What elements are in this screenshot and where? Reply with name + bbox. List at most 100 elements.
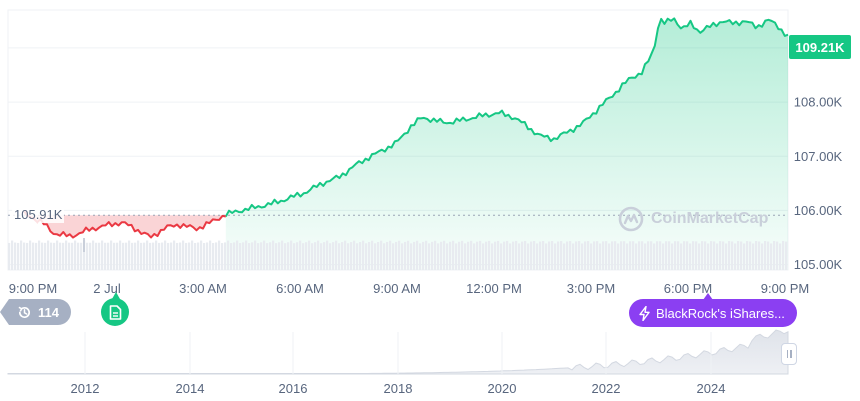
volume-bar [689, 243, 692, 270]
volume-bar [587, 241, 590, 270]
start-value-label: 105.91K [12, 206, 65, 224]
volume-bar [119, 240, 122, 270]
volume-bar [275, 243, 278, 270]
volume-bar [437, 243, 440, 270]
navigator-year-label: 2022 [592, 381, 621, 396]
volume-bar [620, 241, 623, 270]
volume-bar [176, 242, 179, 270]
volume-bar [311, 243, 314, 270]
history-icon [18, 306, 31, 318]
x-axis: 9:00 PM 2 Jul 3:00 AM 6:00 AM 9:00 AM 12:00 P… [9, 281, 809, 296]
history-button[interactable]: 114 [0, 299, 71, 325]
volume-bar [575, 241, 578, 270]
volume-bar [515, 240, 518, 270]
volume-bar [410, 243, 413, 270]
volume-bar [563, 243, 566, 270]
volume-bar [527, 243, 530, 270]
volume-bar [158, 242, 161, 270]
volume-bar [521, 241, 524, 270]
volume-bar [62, 242, 65, 270]
volume-bar [719, 241, 722, 270]
volume-bar [173, 240, 176, 270]
volume-bar [593, 241, 596, 270]
x-tick-label: 12:00 PM [466, 281, 522, 296]
volume-bar [728, 241, 731, 270]
watermark-text: CoinMarketCap [651, 210, 769, 227]
volume-bar [29, 240, 32, 270]
volume-bar [32, 242, 35, 270]
volume-bar [218, 240, 221, 270]
volume-bar [425, 240, 428, 270]
volume-bar [758, 241, 761, 270]
volume-bar [638, 241, 641, 270]
volume-bar [560, 241, 563, 270]
volume-bar [323, 242, 326, 270]
document-event-button[interactable] [101, 292, 129, 326]
volume-bar [581, 243, 584, 270]
navigator-handle-icon[interactable] [781, 343, 797, 365]
news-event-button[interactable]: BlackRock's iShares... [629, 293, 797, 327]
volume-bar [584, 241, 587, 270]
volume-bar [746, 241, 749, 270]
volume-bar [326, 240, 329, 270]
volume-bar [590, 243, 593, 270]
volume-bar [713, 241, 716, 270]
navigator-year-labels: 2012 2014 2016 2018 2020 2022 2024 [71, 381, 726, 396]
volume-bar [74, 240, 77, 270]
document-icon [109, 304, 121, 320]
volume-bar [128, 240, 131, 270]
volume-bar [368, 242, 371, 270]
volume-bar [44, 242, 47, 270]
volume-bar [164, 240, 167, 270]
volume-bar [623, 241, 626, 270]
volume-bar [431, 241, 434, 270]
volume-bar [23, 242, 26, 270]
volume-bar [251, 242, 254, 270]
volume-bar [572, 243, 575, 270]
volume-bar [725, 243, 728, 270]
volume-bar [320, 243, 323, 270]
volume-bar [650, 241, 653, 270]
volume-bar [170, 242, 173, 270]
volume-bar [77, 242, 80, 270]
volume-bar [782, 240, 785, 270]
volume-bar [365, 243, 368, 270]
volume-bar [482, 243, 485, 270]
volume-bar [395, 241, 398, 270]
volume-bar [602, 241, 605, 270]
news-label: BlackRock's iShares... [656, 305, 785, 321]
volume-bar [698, 243, 701, 270]
volume-bar [497, 240, 500, 270]
volume-bar [293, 243, 296, 270]
history-count: 114 [38, 304, 59, 320]
volume-bar [287, 242, 290, 270]
volume-bar [179, 242, 182, 270]
volume-bar [476, 241, 479, 270]
volume-bar [539, 241, 542, 270]
y-tick-label: 108.00K [794, 95, 843, 110]
volume-bar [470, 240, 473, 270]
volume-bar [398, 240, 401, 270]
volume-bar [680, 243, 683, 270]
volume-bar [305, 242, 308, 270]
volume-bar [524, 240, 527, 270]
volume-bar [92, 240, 95, 270]
volume-bar [473, 243, 476, 270]
volume-bar [104, 242, 107, 270]
volume-bar [710, 241, 713, 270]
volume-bar [530, 241, 533, 270]
volume-bar [113, 242, 116, 270]
area-fill-down [24, 211, 226, 238]
volume-bar [743, 243, 746, 270]
volume-bar [263, 240, 266, 270]
volume-bar [752, 243, 755, 270]
volume-bar [47, 240, 50, 270]
volume-bar [608, 243, 611, 270]
volume-bar [80, 242, 83, 270]
range-navigator[interactable]: 2012 2014 2016 2018 2020 2022 2024 [7, 329, 789, 396]
volume-bar [695, 241, 698, 270]
volume-bar [377, 241, 380, 270]
volume-bar [197, 242, 200, 270]
volume-bar [299, 240, 302, 270]
volume-bar [635, 243, 638, 270]
